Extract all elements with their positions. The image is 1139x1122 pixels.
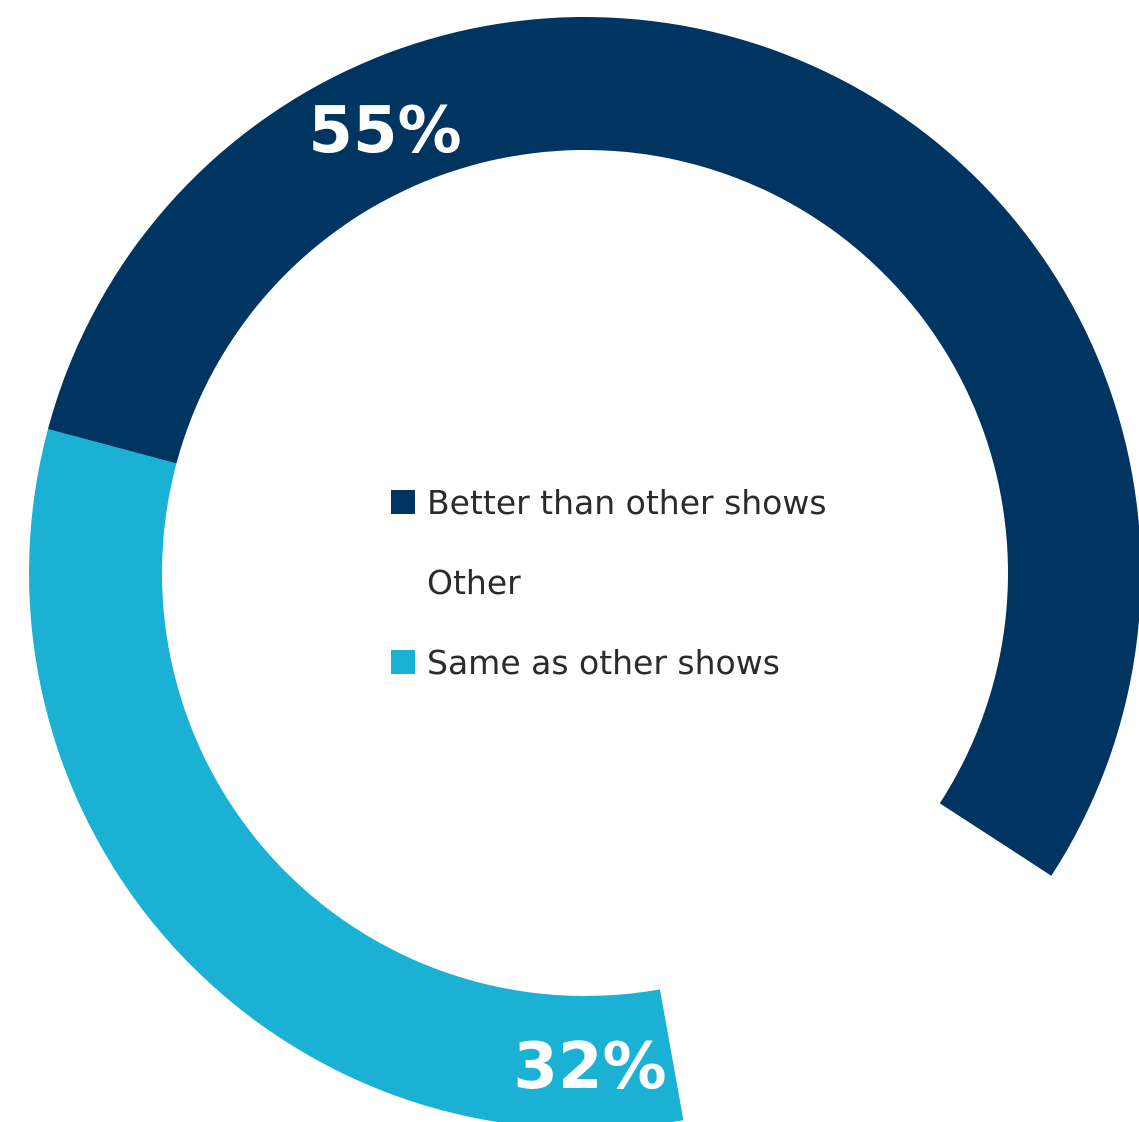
donut-data-labels: 55% 32%: [308, 94, 666, 1104]
slice-better-than-other-shows: [47, 17, 1139, 876]
legend-swatch-same: [391, 650, 415, 674]
donut-slices: [29, 17, 1139, 1122]
legend-swatch-other: [391, 570, 415, 594]
data-label-better: 55%: [308, 94, 461, 168]
data-label-same: 32%: [513, 1030, 666, 1104]
slice-same-as-other-shows: [29, 429, 684, 1122]
legend-item-better: Better than other shows: [391, 478, 827, 526]
chart-legend: Better than other shows Other Same as ot…: [391, 478, 827, 718]
legend-item-other: Other: [391, 558, 827, 606]
legend-label-other: Other: [427, 562, 521, 602]
slice-other: [659, 803, 1052, 1121]
legend-swatch-better: [391, 490, 415, 514]
legend-label-same: Same as other shows: [427, 642, 780, 682]
legend-item-same: Same as other shows: [391, 638, 827, 686]
legend-label-better: Better than other shows: [427, 482, 827, 522]
